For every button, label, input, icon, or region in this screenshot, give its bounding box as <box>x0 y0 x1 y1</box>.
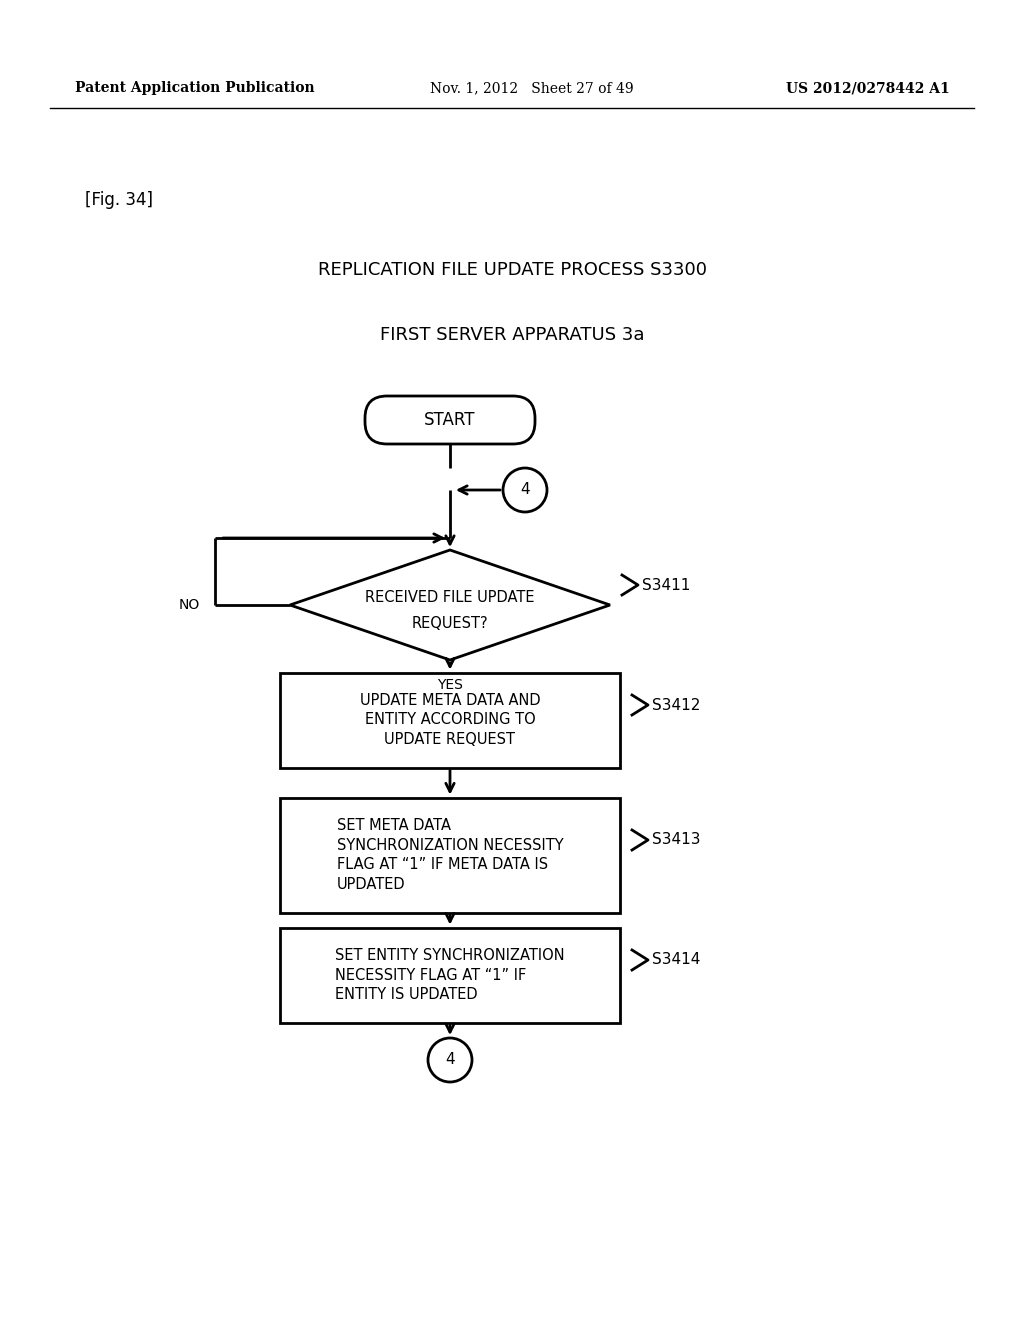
Text: Patent Application Publication: Patent Application Publication <box>75 81 314 95</box>
Text: START: START <box>424 411 476 429</box>
Text: S3413: S3413 <box>652 833 700 847</box>
Text: S3414: S3414 <box>652 953 700 968</box>
Text: FIRST SERVER APPARATUS 3a: FIRST SERVER APPARATUS 3a <box>380 326 644 345</box>
Text: [Fig. 34]: [Fig. 34] <box>85 191 153 209</box>
Text: US 2012/0278442 A1: US 2012/0278442 A1 <box>786 81 950 95</box>
Text: REQUEST?: REQUEST? <box>412 615 488 631</box>
Text: S3412: S3412 <box>652 697 700 713</box>
Text: NO: NO <box>179 598 200 612</box>
Text: Nov. 1, 2012   Sheet 27 of 49: Nov. 1, 2012 Sheet 27 of 49 <box>430 81 634 95</box>
Bar <box>280 797 620 912</box>
Polygon shape <box>290 550 610 660</box>
Bar <box>280 928 620 1023</box>
Text: S3411: S3411 <box>642 578 690 593</box>
Text: SET ENTITY SYNCHRONIZATION
NECESSITY FLAG AT “1” IF
ENTITY IS UPDATED: SET ENTITY SYNCHRONIZATION NECESSITY FLA… <box>335 948 565 1002</box>
Text: RECEIVED FILE UPDATE: RECEIVED FILE UPDATE <box>366 590 535 605</box>
Text: UPDATE META DATA AND
ENTITY ACCORDING TO
UPDATE REQUEST: UPDATE META DATA AND ENTITY ACCORDING TO… <box>359 693 541 747</box>
Bar <box>280 672 620 767</box>
Text: 4: 4 <box>445 1052 455 1068</box>
Text: SET META DATA
SYNCHRONIZATION NECESSITY
FLAG AT “1” IF META DATA IS
UPDATED: SET META DATA SYNCHRONIZATION NECESSITY … <box>337 818 563 892</box>
Text: YES: YES <box>437 678 463 692</box>
Text: 4: 4 <box>520 483 529 498</box>
Text: REPLICATION FILE UPDATE PROCESS S3300: REPLICATION FILE UPDATE PROCESS S3300 <box>317 261 707 279</box>
FancyBboxPatch shape <box>365 396 535 444</box>
